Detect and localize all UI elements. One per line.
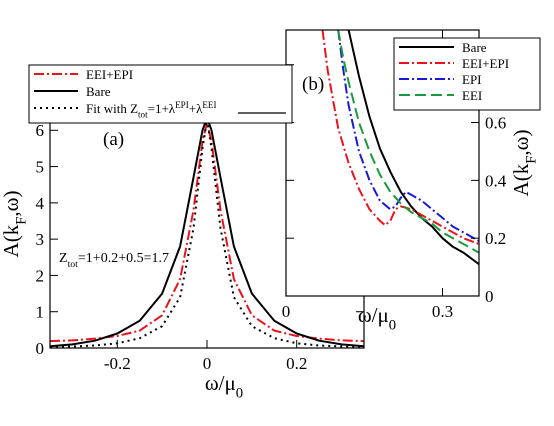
annotation-ztot: Ztot=1+0.2+0.5=1.7 <box>59 251 169 270</box>
legend-label-0: Bare <box>462 40 487 55</box>
series-line-0 <box>347 30 479 266</box>
series-line-3 <box>337 30 479 254</box>
y-tick-label-1: 0.2 <box>485 229 506 248</box>
panel-label: (b) <box>302 74 324 95</box>
annotations: Ztot=1+0.2+0.5=1.7 <box>59 112 286 270</box>
legend-label-1: EEI+EPI <box>462 56 509 71</box>
series-line-2 <box>337 30 479 242</box>
legend-label-1: Bare <box>86 84 111 99</box>
y-tick-label-4: 4 <box>36 194 45 213</box>
series-group <box>321 30 479 266</box>
x-axis-label: ω/μ0 <box>358 303 396 333</box>
x-axis-label: ω/μ0 <box>205 371 243 401</box>
y-tick-label-3: 0.6 <box>485 113 506 132</box>
y-tick-label-3: 3 <box>36 230 45 249</box>
x-tick-label-1: 0 <box>203 354 212 373</box>
panel-label: (a) <box>103 129 124 150</box>
y-axis-label: A(kF,ω) <box>0 191 29 258</box>
series-line-0 <box>50 122 364 343</box>
y-tick-label-6: 6 <box>36 121 45 140</box>
legend-label-2: EPI <box>462 72 482 87</box>
y-tick-label-0: 0 <box>485 287 494 306</box>
y-tick-label-5: 5 <box>36 158 45 177</box>
legend-label-0: EEI+EPI <box>86 67 133 82</box>
x-tick-label-1: 0.3 <box>432 302 453 321</box>
y-tick-label-0: 0 <box>36 339 45 358</box>
plot-frame <box>285 29 480 297</box>
y-tick-label-2: 2 <box>36 266 45 285</box>
legend-box <box>393 37 541 111</box>
x-tick-label-0: -0.2 <box>104 354 131 373</box>
legend-label-2: Fit with Ztot=1+λEPI+λEEI <box>86 100 217 120</box>
series-line-1 <box>321 30 479 245</box>
legend-label-3: EEI <box>462 88 482 103</box>
x-tick-label-0: 0 <box>282 302 291 321</box>
x-tick-label-2: 0.2 <box>286 354 307 373</box>
y-tick-label-2: 0.4 <box>485 171 507 190</box>
y-tick-label-1: 1 <box>36 303 45 322</box>
y-axis-label: A(kF,ω) <box>509 130 539 197</box>
